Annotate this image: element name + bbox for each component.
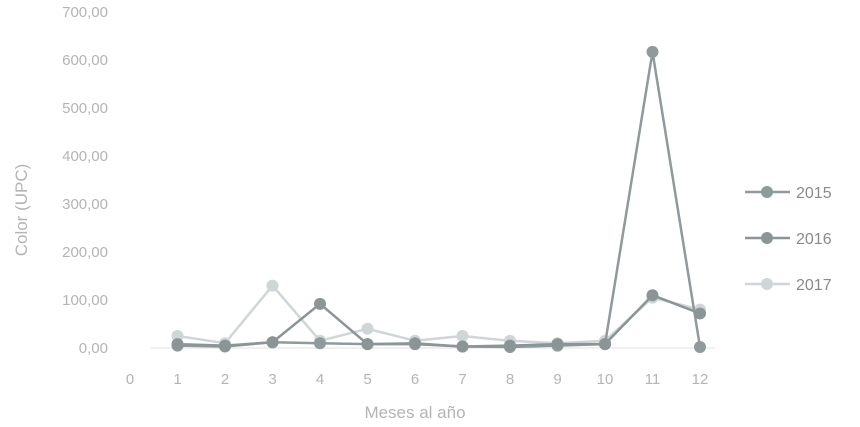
x-axis-ticks: 0 1 2 3 4 5 6 7 8 9 10 11 12 — [126, 371, 709, 388]
x-tick-label: 10 — [597, 371, 614, 388]
x-tick-label: 9 — [553, 371, 561, 388]
legend-label: 2015 — [796, 185, 832, 202]
data-point-2016 — [552, 338, 564, 350]
data-point-2015 — [694, 341, 706, 353]
series-line-2017 — [178, 286, 701, 344]
y-tick-label: 300,00 — [62, 196, 108, 213]
series-layer — [172, 46, 707, 353]
legend-label: 2017 — [796, 277, 832, 294]
data-point-2016 — [504, 340, 516, 352]
x-tick-label: 12 — [692, 371, 709, 388]
y-tick-label: 700,00 — [62, 4, 108, 21]
legend: 2015 2016 2017 — [745, 185, 832, 294]
data-point-2016 — [599, 338, 611, 350]
data-point-2017 — [457, 330, 469, 342]
data-point-2017 — [267, 280, 279, 292]
x-tick-label: 6 — [411, 371, 419, 388]
x-tick-label: 11 — [645, 371, 661, 388]
data-point-2016 — [172, 338, 184, 350]
data-point-2016 — [457, 341, 469, 353]
y-tick-label: 600,00 — [62, 52, 108, 69]
data-point-2016 — [267, 336, 279, 348]
x-tick-label: 4 — [316, 371, 324, 388]
x-tick-label: 3 — [268, 371, 276, 388]
series-2017 — [172, 280, 707, 350]
legend-marker — [761, 186, 773, 198]
data-point-2016 — [409, 338, 421, 350]
y-tick-label: 100,00 — [62, 292, 108, 309]
legend-marker — [761, 278, 773, 290]
legend-item-2015: 2015 — [745, 185, 832, 202]
y-axis-title: Color (UPC) — [12, 164, 31, 257]
x-tick-label: 8 — [506, 371, 514, 388]
x-tick-label: 5 — [363, 371, 371, 388]
x-tick-label: 7 — [458, 371, 466, 388]
y-tick-label: 500,00 — [62, 100, 108, 117]
data-point-2016 — [647, 289, 659, 301]
x-axis-title: Meses al año — [364, 403, 465, 422]
data-point-2017 — [362, 323, 374, 335]
data-point-2016 — [219, 340, 231, 352]
legend-item-2017: 2017 — [745, 277, 832, 294]
data-point-2016 — [314, 298, 326, 310]
y-tick-label: 200,00 — [62, 244, 108, 261]
x-tick-label: 2 — [221, 371, 229, 388]
legend-marker — [761, 232, 773, 244]
y-tick-label: 400,00 — [62, 148, 108, 165]
data-point-2016 — [694, 307, 706, 319]
series-2015 — [172, 46, 707, 353]
data-point-2015 — [314, 337, 326, 349]
legend-label: 2016 — [796, 231, 832, 248]
y-axis-ticks: 0,00 100,00 200,00 300,00 400,00 500,00 600,00… — [62, 4, 108, 357]
y-tick-label: 0,00 — [79, 340, 108, 357]
data-point-2015 — [647, 46, 659, 58]
x-tick-label: 0 — [126, 371, 134, 388]
data-point-2016 — [362, 338, 374, 350]
x-tick-label: 1 — [173, 371, 181, 388]
series-line-2015 — [178, 52, 701, 347]
legend-item-2016: 2016 — [745, 231, 832, 248]
